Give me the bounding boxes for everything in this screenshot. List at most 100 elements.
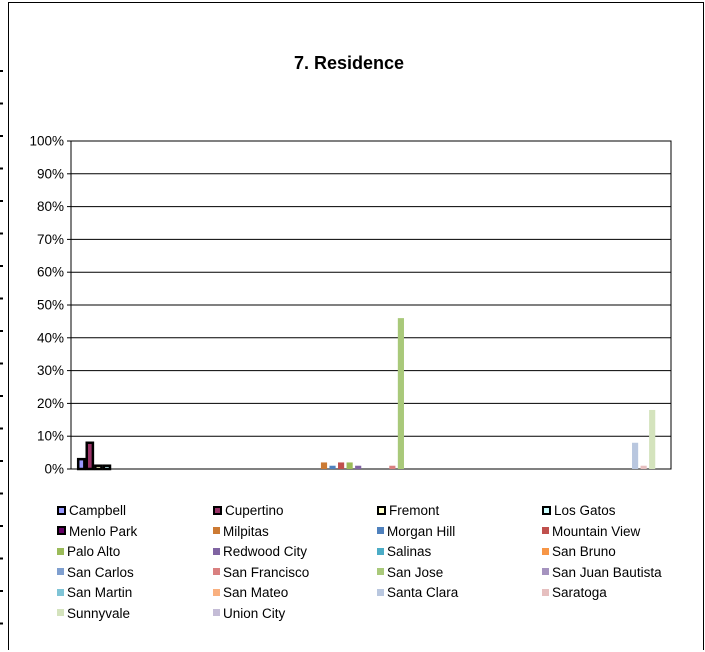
edge-mark (0, 297, 3, 300)
legend-swatch (213, 609, 220, 617)
bar-mountain-view (338, 462, 345, 469)
edge-mark (0, 232, 3, 235)
legend-label: San Carlos (67, 564, 134, 580)
legend-label: Santa Clara (387, 585, 459, 600)
bar-fremont (94, 464, 103, 471)
legend-label: San Jose (387, 564, 444, 580)
edge-mark (0, 200, 3, 202)
legend-label: San Bruno (552, 544, 616, 559)
legend-label: Menlo Park (69, 523, 138, 539)
legend-label: Salinas (387, 544, 432, 559)
legend-item: Salinas (377, 542, 431, 562)
plot-area: 0% 10% 20% 30% 40% 50% 60% 70% 80% 90% 100% (29, 134, 672, 477)
legend-label: San Mateo (223, 585, 289, 600)
legend-item: Palo Alto (57, 542, 120, 562)
bar-saratoga (640, 465, 647, 469)
chart-frame: 7. Residence 0% 10% 20% 30% 40% 50% 60% 70% 80% 9… (8, 2, 704, 650)
edge-mark (0, 622, 3, 625)
legend-item: San Juan Bautista (542, 563, 662, 583)
legend-item: Menlo Park (57, 522, 137, 542)
edge-mark (0, 70, 3, 72)
edge-mark (0, 492, 3, 495)
legend-swatch (57, 568, 64, 576)
legend-swatch (377, 527, 384, 535)
legend-label: Fremont (389, 503, 440, 518)
legend-label: Sunnyvale (67, 605, 131, 621)
legend-label: Saratoga (552, 585, 607, 600)
legend-label: Redwood City (223, 544, 308, 559)
legend-label: Milpitas (223, 523, 269, 539)
legend-swatch (377, 547, 384, 555)
left-edge-marks (0, 70, 3, 625)
legend-swatch (377, 588, 384, 596)
legend-item: Union City (213, 604, 285, 624)
legend-label: Union City (223, 605, 286, 621)
edge-mark (0, 590, 3, 592)
y-tick-label: 70% (37, 232, 64, 247)
legend-item: San Martin (57, 583, 132, 603)
legend-item: Santa Clara (377, 583, 458, 603)
legend-swatch (213, 505, 222, 515)
edge-mark (0, 265, 3, 267)
bar-san-jose (397, 318, 404, 469)
edge-mark (0, 525, 3, 527)
y-tick-label: 0% (44, 462, 64, 477)
y-tick-label: 60% (37, 265, 64, 280)
y-tick-label: 50% (37, 298, 64, 313)
y-tick-label: 30% (37, 363, 64, 378)
bar-cupertino (85, 441, 95, 471)
legend-swatch (213, 568, 220, 576)
legend-label: San Juan Bautista (552, 564, 662, 580)
edge-mark (0, 460, 3, 462)
edge-mark (0, 362, 3, 365)
bar-sunnyvale (649, 409, 656, 469)
legend-item: Los Gatos (542, 501, 616, 521)
legend-swatch (213, 547, 220, 555)
legend-label: Morgan Hill (387, 523, 456, 539)
legend-item: Cupertino (213, 501, 284, 521)
legend-swatch (542, 527, 549, 535)
edge-mark (0, 330, 3, 332)
bar-san-francisco (389, 465, 396, 469)
bar-palo-alto (346, 462, 353, 469)
legend-item: Campbell (57, 501, 126, 521)
bar-los-gatos (102, 464, 112, 471)
legend-item: San Francisco (213, 563, 309, 583)
legend-item: Morgan Hill (377, 522, 455, 542)
bar-santa-clara (632, 442, 639, 469)
legend-swatch (213, 588, 220, 596)
legend-swatch (542, 588, 549, 596)
legend-swatch (57, 588, 64, 596)
legend-swatch (57, 609, 64, 617)
legend-item: San Carlos (57, 563, 134, 583)
bar-redwood-city (355, 465, 362, 469)
edge-mark (0, 557, 3, 560)
legend-item: San Bruno (542, 542, 616, 562)
legend-item: San Mateo (213, 583, 288, 603)
legend-label: Mountain View (552, 523, 641, 539)
edge-mark (0, 427, 3, 430)
legend-swatch (542, 568, 549, 576)
legend-swatch (57, 505, 66, 515)
chart-title: 7. Residence (293, 53, 405, 73)
legend-item: Saratoga (542, 583, 607, 603)
edge-mark (0, 167, 3, 170)
legend-swatch (213, 527, 220, 535)
y-tick-label: 10% (37, 429, 64, 444)
legend-item: Fremont (377, 501, 439, 521)
y-tick-label: 100% (29, 134, 64, 149)
legend-item: Milpitas (213, 522, 269, 542)
legend-item: Mountain View (542, 522, 640, 542)
legend-swatch (57, 526, 66, 536)
legend-label: Los Gatos (554, 503, 616, 518)
legend-item: San Jose (377, 563, 443, 583)
edge-mark (0, 135, 3, 137)
plot-border (70, 140, 672, 470)
bar-campbell (76, 457, 86, 471)
bar-morgan-hill (329, 465, 336, 469)
legend-label: San Francisco (223, 564, 310, 580)
y-tick-label: 80% (37, 199, 64, 214)
legend-label: Cupertino (225, 503, 284, 518)
legend-label: Campbell (69, 503, 127, 518)
legend-swatch (377, 505, 386, 515)
